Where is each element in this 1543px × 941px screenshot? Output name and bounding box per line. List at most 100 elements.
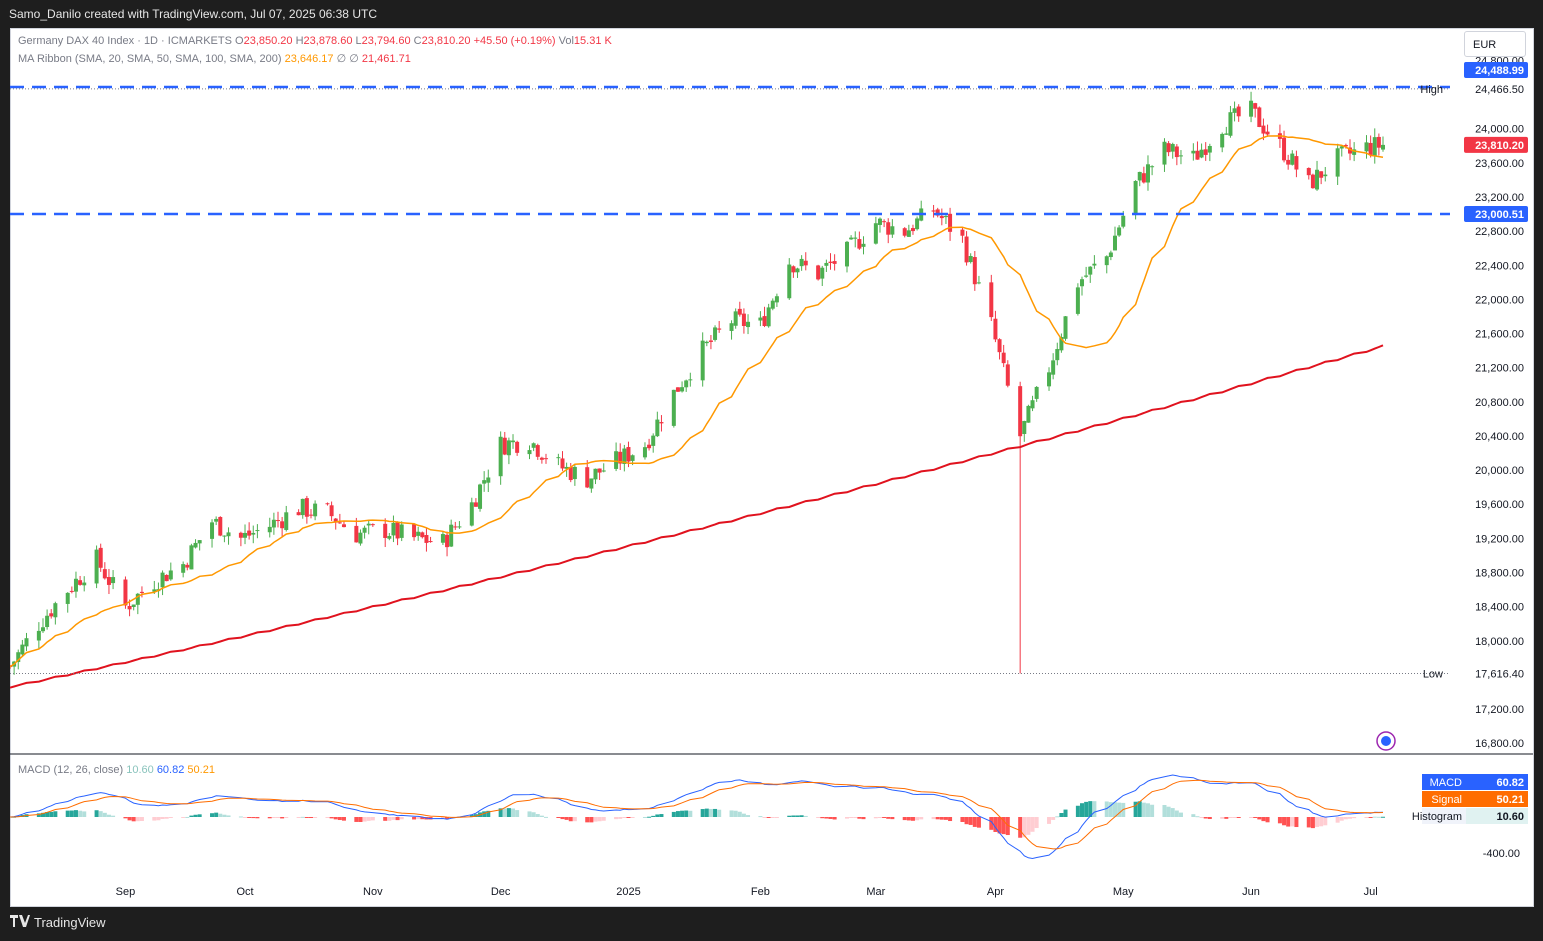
candle-body: [758, 317, 763, 321]
macd-histogram-bar: [1224, 817, 1229, 819]
macd-histogram-bar: [168, 817, 173, 818]
macd-histogram-bar: [506, 808, 511, 817]
macd-histogram-bar: [139, 817, 144, 821]
macd-histogram-bar: [296, 817, 301, 818]
macd-histogram-bar: [49, 811, 54, 817]
macd-histogram-bar: [585, 817, 590, 823]
macd-histogram-bar: [98, 811, 103, 817]
candle-body: [416, 531, 421, 536]
macd-histogram-bar: [729, 810, 734, 817]
price-tick-label: 22,400.00: [1475, 260, 1524, 272]
macd-histogram-bar: [997, 817, 1002, 834]
candle-body: [770, 300, 775, 309]
macd-histogram-bar: [391, 817, 396, 820]
macd-histogram-bar: [919, 817, 924, 820]
macd-histogram-bar: [564, 817, 569, 820]
macd-histogram-bar: [78, 810, 83, 817]
macd-label: MACD (12, 26, close): [18, 764, 124, 776]
macd-histogram-bar: [1381, 816, 1385, 818]
macd-histogram-bar: [255, 817, 260, 819]
macd-histogram-bar: [1108, 802, 1113, 817]
candle-body: [387, 536, 392, 539]
candle-body: [997, 339, 1002, 353]
price-tick-label: 16,800.00: [1475, 738, 1524, 750]
price-chart[interactable]: 24,800.0024,000.0023,600.0023,200.0022,8…: [10, 28, 1533, 906]
currency-button[interactable]: EUR: [1464, 31, 1526, 57]
candle-body: [1063, 316, 1068, 339]
macd-histogram-bar: [597, 817, 602, 822]
macd-histogram-bar: [680, 810, 685, 817]
candle-body: [1348, 147, 1353, 154]
macd-histogram-bar: [535, 814, 540, 817]
macd-histogram-bar: [300, 816, 305, 818]
ma-na-1: ∅: [336, 53, 347, 65]
candle-body: [123, 579, 128, 606]
macd-histogram-bar: [704, 808, 709, 817]
macd-histogram-bar: [412, 817, 417, 820]
macd-histogram-bar: [337, 817, 342, 821]
candle-body: [1051, 360, 1056, 375]
candle-body: [69, 590, 74, 592]
candle-body: [243, 532, 248, 538]
candle-body: [1026, 405, 1031, 423]
macd-histogram-bar: [420, 817, 425, 820]
candle-body: [506, 440, 511, 456]
candle-body: [704, 341, 709, 344]
candle-body: [1104, 256, 1109, 266]
candle-body: [713, 327, 718, 340]
candle-body: [1381, 144, 1385, 150]
macd-tag-label: MACD: [1430, 777, 1462, 789]
macd-histogram-bar: [1047, 817, 1052, 824]
candle-body: [618, 451, 623, 464]
macd-histogram-bar: [1150, 804, 1155, 817]
candle-body: [989, 282, 994, 318]
candle-body: [873, 223, 878, 244]
macd-histogram-bar: [882, 817, 887, 818]
low-value: 23,794.60: [361, 35, 411, 47]
macd-histogram-bar: [1376, 816, 1381, 818]
macd-histogram-bar: [1001, 817, 1006, 835]
macd-histogram-bar: [440, 817, 445, 819]
macd-histogram-bar: [1290, 817, 1295, 827]
candle-body: [1282, 137, 1287, 161]
macd-tag-label: Signal: [1431, 794, 1462, 806]
macd-histogram-bar: [877, 817, 882, 818]
macd-histogram-bar: [803, 815, 808, 817]
macd-histogram-bar: [737, 811, 742, 817]
candle-body: [1080, 279, 1085, 287]
candle-body: [1261, 125, 1266, 134]
candle-body: [1084, 275, 1089, 277]
macd-histogram-bar: [73, 810, 78, 817]
resistance-price-tag: 24,488.99: [1475, 65, 1524, 77]
macd-histogram-bar: [416, 817, 421, 820]
candle-body: [106, 576, 111, 585]
open-label: O: [235, 35, 244, 47]
tradingview-logo[interactable]: TradingView: [10, 915, 106, 930]
macd-histogram-bar: [647, 816, 652, 818]
candle-body: [948, 213, 953, 232]
candle-body: [473, 502, 478, 507]
macd-histogram-bar: [857, 817, 862, 819]
candle-body: [313, 503, 318, 517]
candle-body: [445, 534, 450, 548]
macd-histogram-bar: [1236, 817, 1241, 818]
attribution-text: Samo_Danilo created with TradingView.com…: [9, 7, 377, 21]
macd-histogram-bar: [197, 814, 202, 817]
macd-histogram-bar: [993, 817, 998, 832]
macd-histogram-bar: [671, 811, 676, 817]
macd-histogram-bar: [976, 817, 981, 828]
candle-body: [762, 316, 767, 326]
macd-histogram-bar: [1063, 809, 1068, 817]
macd-histogram-bar: [222, 814, 227, 817]
high-value: 24,466.50: [1475, 84, 1524, 96]
macd-histogram-bar: [655, 814, 660, 817]
macd-histogram-bar: [733, 810, 738, 817]
high-label: High: [1420, 84, 1443, 96]
macd-histogram-bar: [127, 817, 132, 821]
price-tick-label: 23,200.00: [1475, 192, 1524, 204]
candle-body: [1170, 144, 1175, 152]
candle-body: [824, 262, 829, 266]
candle-body: [585, 467, 590, 488]
candle-body: [276, 520, 281, 522]
macd-histogram-bar: [556, 817, 561, 818]
